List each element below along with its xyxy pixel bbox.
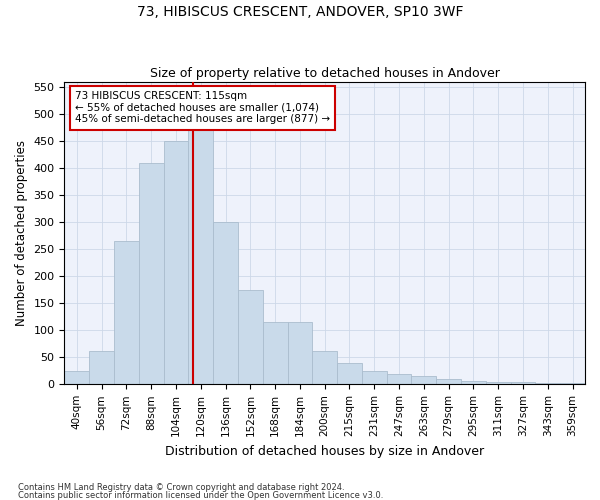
Bar [287, 322, 313, 384]
Bar [213, 222, 238, 384]
Bar [164, 142, 188, 384]
Bar [560, 382, 585, 384]
Bar [114, 242, 139, 384]
Text: 73 HIBISCUS CRESCENT: 115sqm
← 55% of detached houses are smaller (1,074)
45% of: 73 HIBISCUS CRESCENT: 115sqm ← 55% of de… [75, 91, 330, 124]
Bar [337, 362, 362, 384]
Bar [263, 322, 287, 384]
Bar [313, 351, 337, 384]
Bar [188, 109, 213, 384]
Bar [535, 383, 560, 384]
Bar [412, 376, 436, 384]
Bar [511, 382, 535, 384]
Bar [238, 290, 263, 384]
Bar [486, 382, 511, 384]
Bar [362, 371, 386, 384]
Text: Contains public sector information licensed under the Open Government Licence v3: Contains public sector information licen… [18, 490, 383, 500]
Bar [386, 374, 412, 384]
X-axis label: Distribution of detached houses by size in Andover: Distribution of detached houses by size … [165, 444, 484, 458]
Text: Contains HM Land Registry data © Crown copyright and database right 2024.: Contains HM Land Registry data © Crown c… [18, 484, 344, 492]
Bar [139, 163, 164, 384]
Text: 73, HIBISCUS CRESCENT, ANDOVER, SP10 3WF: 73, HIBISCUS CRESCENT, ANDOVER, SP10 3WF [137, 5, 463, 19]
Bar [89, 351, 114, 384]
Title: Size of property relative to detached houses in Andover: Size of property relative to detached ho… [150, 66, 500, 80]
Bar [461, 380, 486, 384]
Bar [436, 379, 461, 384]
Bar [64, 371, 89, 384]
Y-axis label: Number of detached properties: Number of detached properties [15, 140, 28, 326]
